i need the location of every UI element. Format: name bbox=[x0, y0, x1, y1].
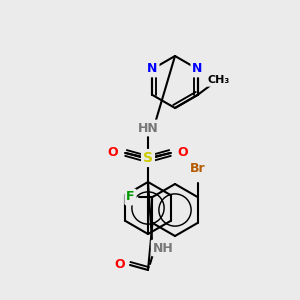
Text: F: F bbox=[126, 190, 135, 203]
Text: O: O bbox=[115, 259, 125, 272]
Text: S: S bbox=[143, 151, 153, 165]
Text: O: O bbox=[178, 146, 188, 160]
Text: NH: NH bbox=[153, 242, 173, 254]
Text: O: O bbox=[108, 146, 118, 160]
Text: N: N bbox=[147, 62, 158, 76]
Text: Br: Br bbox=[190, 163, 205, 176]
Text: N: N bbox=[192, 62, 203, 76]
Text: HN: HN bbox=[138, 122, 158, 134]
Text: CH₃: CH₃ bbox=[207, 75, 230, 85]
